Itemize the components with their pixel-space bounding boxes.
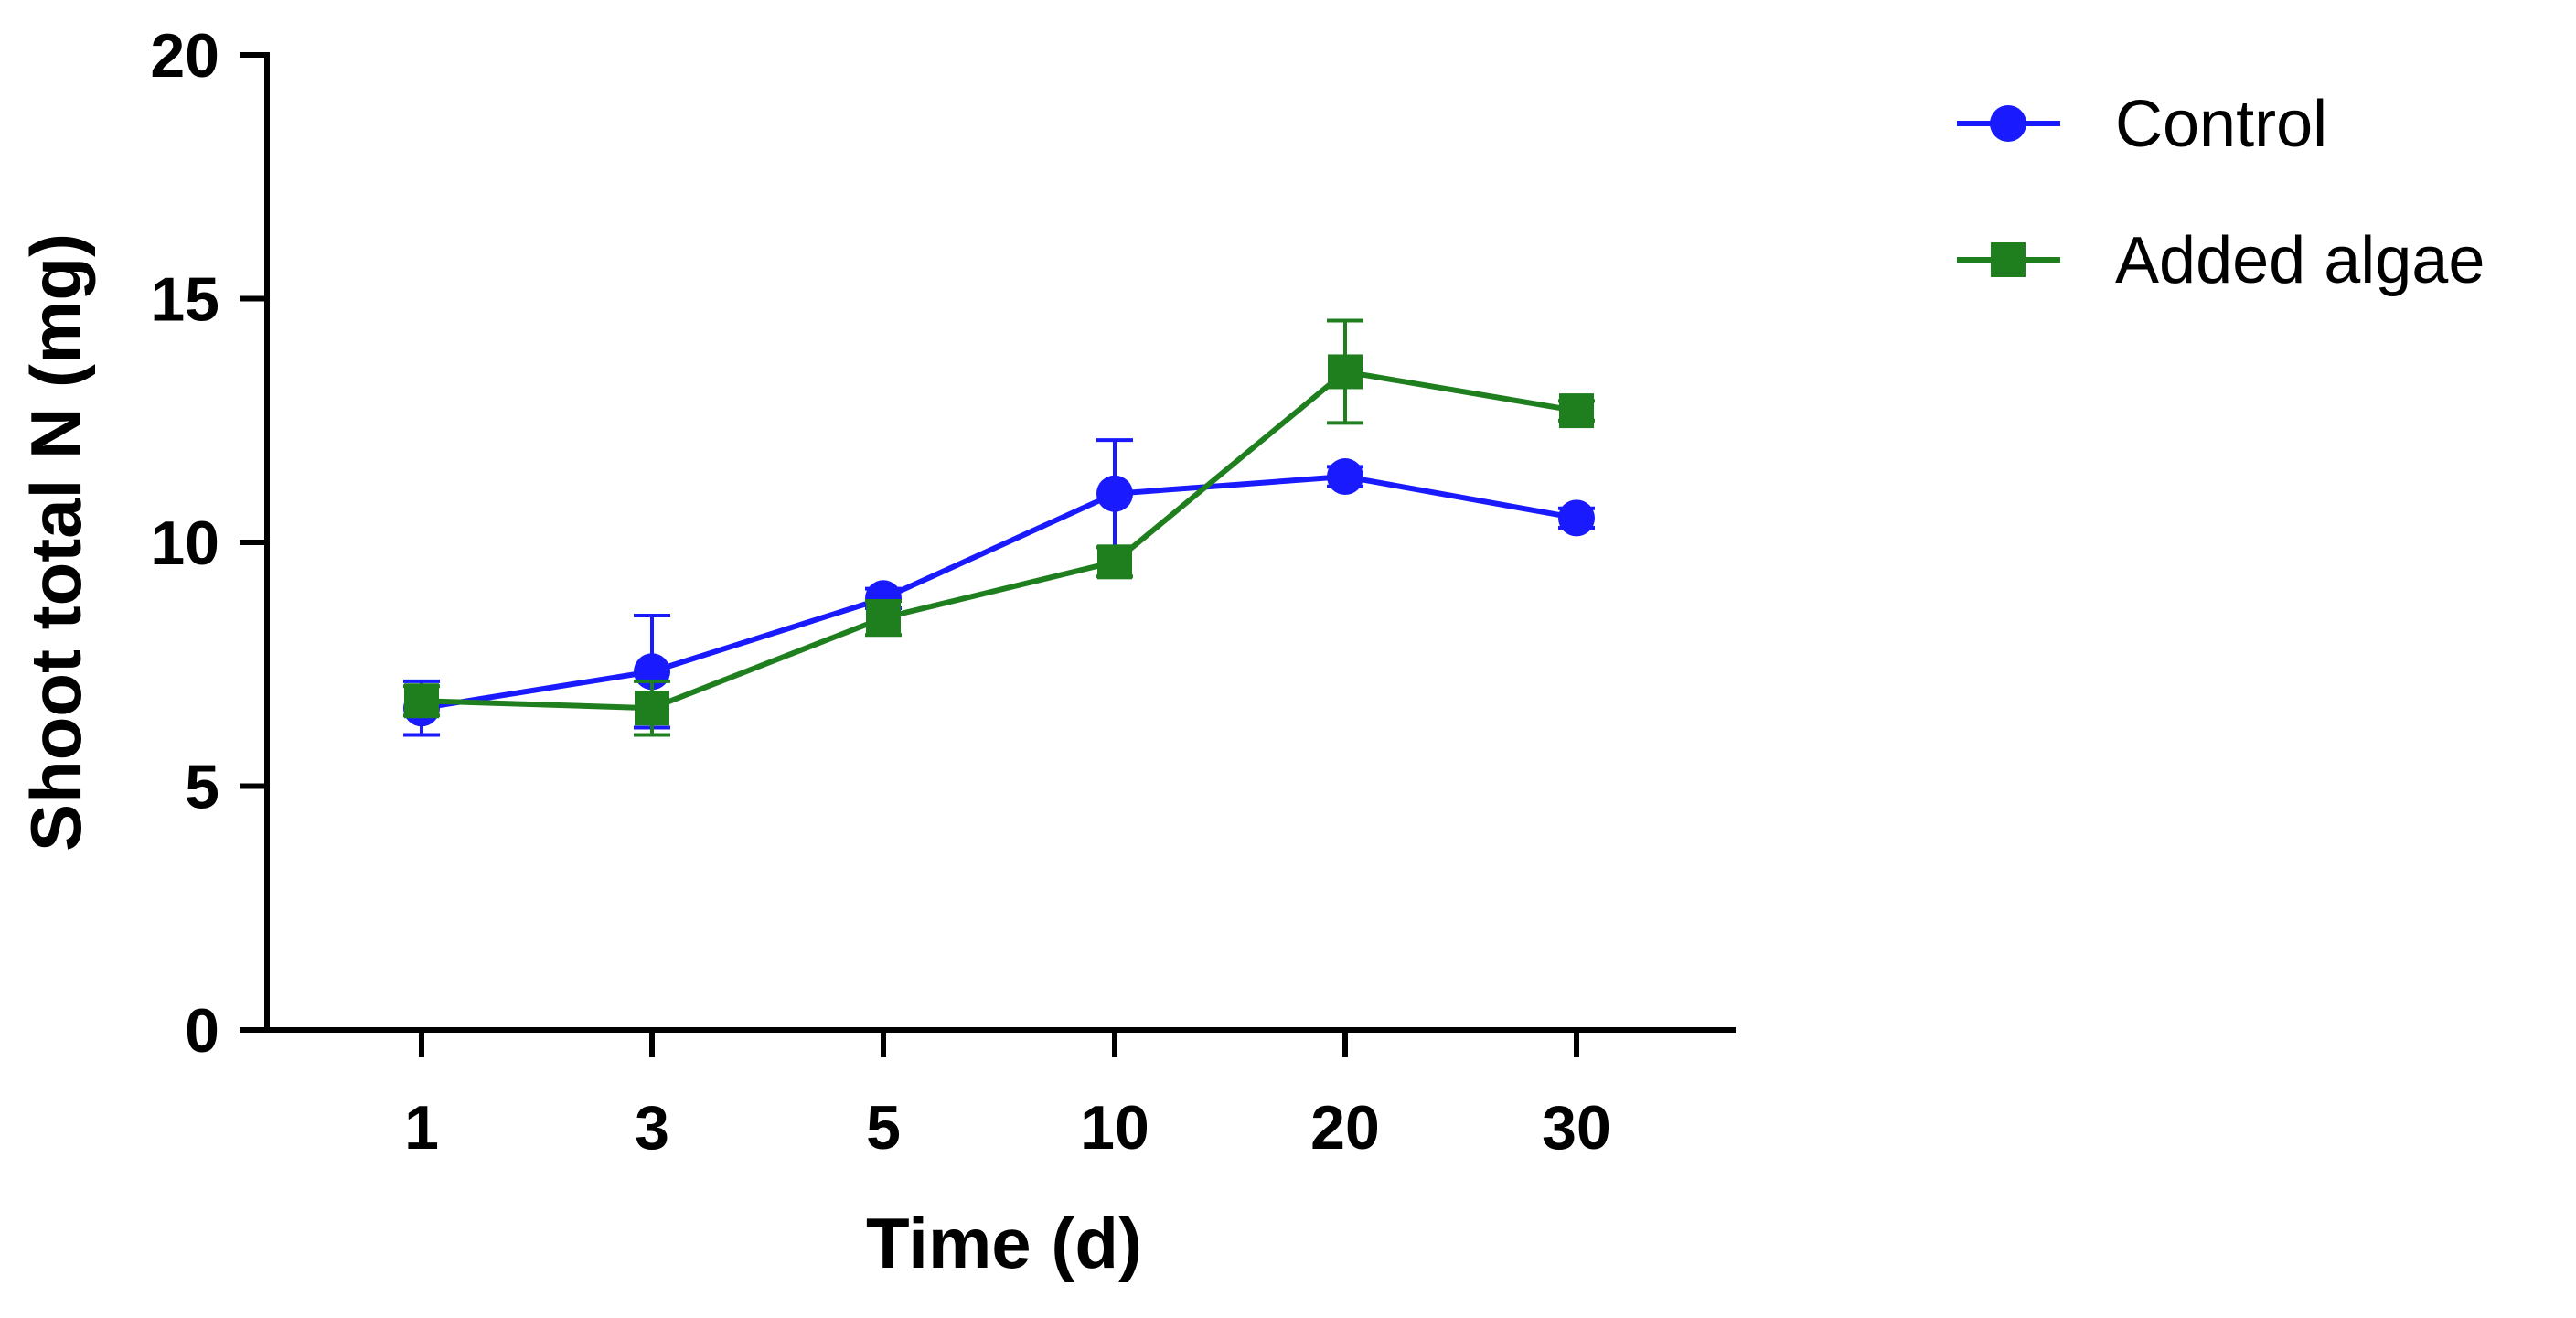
legend-item-control: Control (1957, 88, 2327, 161)
data-point (404, 683, 439, 719)
data-point (1559, 393, 1594, 429)
legend-label: Added algae (2115, 224, 2485, 297)
y-tick-label: 15 (150, 265, 219, 335)
legend-marker (1991, 242, 2026, 277)
data-point (1328, 354, 1363, 390)
series-added-algae (403, 318, 1595, 737)
x-tick-label: 1 (404, 1093, 439, 1163)
y-tick-label: 5 (185, 753, 219, 822)
y-tick-label: 0 (185, 996, 219, 1066)
x-tick-label: 5 (866, 1093, 901, 1163)
data-point (866, 600, 901, 636)
data-point (635, 691, 669, 726)
axes (264, 52, 1736, 1033)
x-tick-label: 10 (1080, 1093, 1149, 1163)
y-tick-label: 20 (150, 21, 219, 91)
data-point (1096, 475, 1133, 512)
x-ticks: 1 3 5 10 20 30 (404, 1030, 1611, 1163)
legend-label: Control (2115, 88, 2327, 161)
series-line (421, 474, 1577, 712)
x-tick-label: 20 (1310, 1093, 1380, 1163)
legend: Control Added algae (1957, 88, 2485, 297)
x-axis-title: Time (d) (866, 1203, 1142, 1283)
y-ticks: 0 5 10 15 20 (150, 21, 267, 1066)
data-point (1097, 544, 1132, 580)
y-tick-label: 10 (150, 509, 219, 578)
y-axis-title: Shoot total N (mg) (16, 233, 96, 852)
data-point (1327, 458, 1363, 496)
x-tick-label: 30 (1542, 1093, 1611, 1163)
series-line (421, 369, 1577, 712)
legend-item-added-algae: Added algae (1957, 224, 2485, 297)
x-tick-label: 3 (635, 1093, 669, 1163)
data-point (1558, 499, 1595, 537)
series-layer (403, 318, 1595, 737)
legend-marker (1990, 105, 2026, 142)
